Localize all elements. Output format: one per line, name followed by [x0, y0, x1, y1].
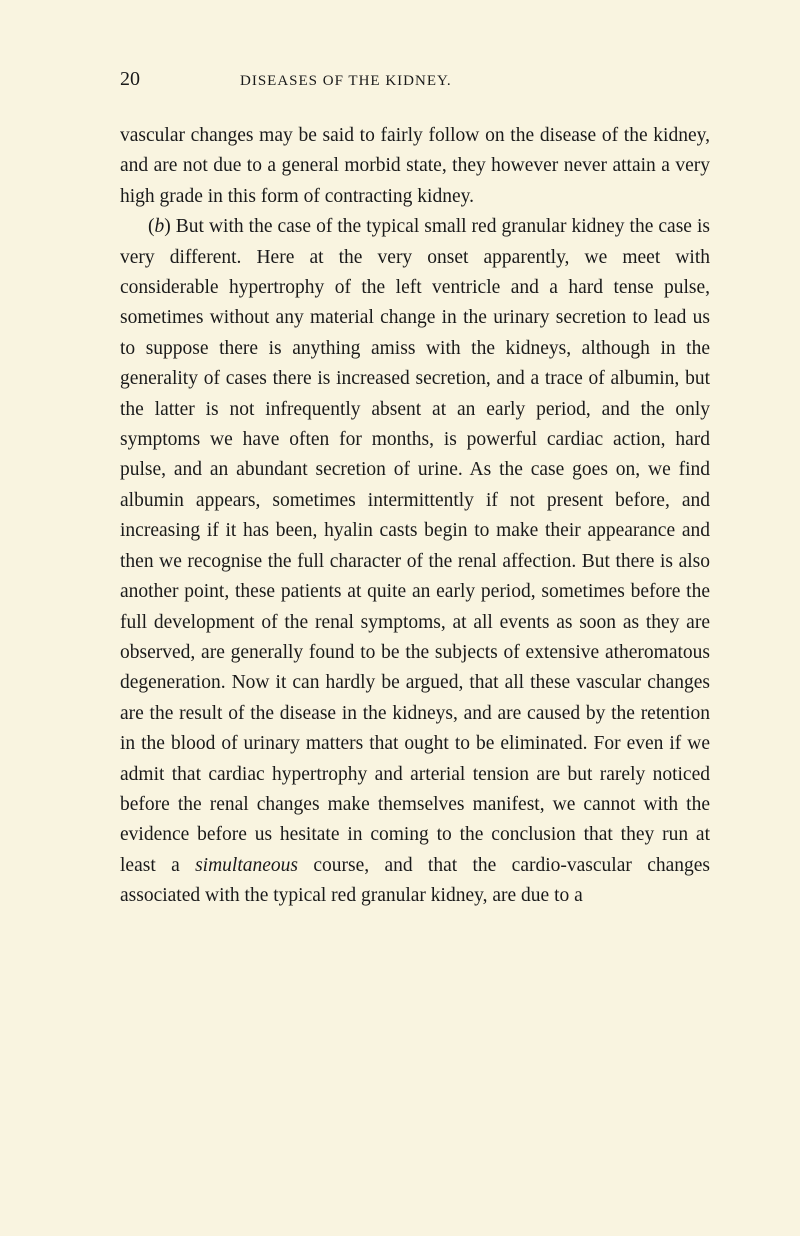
body-text: vascular changes may be said to fairly f… [120, 121, 710, 912]
running-title: DISEASES OF THE KIDNEY. [240, 73, 452, 90]
paragraph-2-mid: ) But with the case of the typical small… [120, 216, 710, 876]
item-letter-b: b [155, 216, 165, 237]
document-page: 20 DISEASES OF THE KIDNEY. vascular chan… [0, 0, 800, 1236]
page-number: 20 [120, 68, 140, 91]
page-header: 20 DISEASES OF THE KIDNEY. [120, 68, 710, 91]
paragraph-1: vascular changes may be said to fairly f… [120, 121, 710, 212]
simultaneous-word: simultaneous [195, 855, 298, 876]
paragraph-2: (b) But with the case of the typical sma… [120, 212, 710, 911]
